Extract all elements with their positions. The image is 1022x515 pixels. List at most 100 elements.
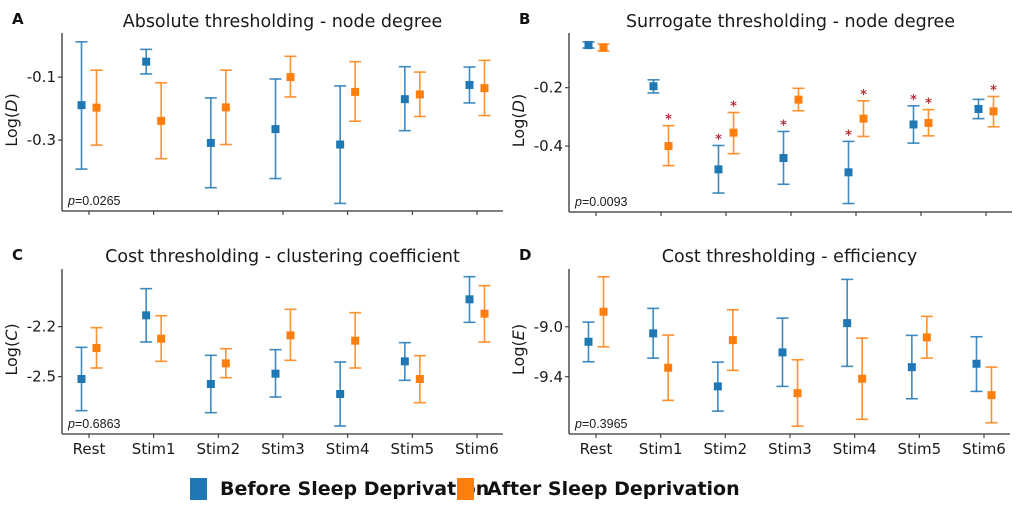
panel-a: A Absolute thresholding - node degree -0.1… [2,10,503,215]
y-tick-label: -0.2 [534,79,563,97]
p-value-annotation: p=0.0093 [574,195,628,209]
data-point [351,336,360,345]
data-point [465,80,474,89]
significance-marker: * [925,97,932,112]
data-point [206,138,215,147]
data-point [92,344,101,352]
x-tick-label: Stim2 [703,440,747,458]
significance-marker: * [860,88,867,103]
p-value-annotation: p=0.6863 [67,417,121,431]
data-point [844,168,853,177]
data-point [714,165,723,174]
panel-b: B Surrogate thresholding - node degree -0.… [509,10,1012,216]
data-point [142,311,151,320]
chart-title: Cost thresholding - efficiency [662,247,917,267]
panel-d: D Cost thresholding - efficiency -9.0 -9.4 L… [509,246,1010,458]
data-point [92,103,101,112]
legend-swatch-before [190,478,207,500]
series-before [75,275,476,427]
data-point [221,103,230,112]
data-point [286,331,295,340]
data-point [584,41,593,50]
y-tick-label: -2.2 [27,318,56,336]
chart-title: Absolute thresholding - node degree [123,12,443,32]
data-point [664,363,673,372]
y-tick-label: -0.1 [27,68,56,86]
data-point [729,128,738,137]
y-tick-label: -0.3 [27,131,56,149]
significance-marker: * [845,128,852,143]
x-tick-label: Rest [580,440,613,458]
series-after: * * * * * [597,43,1000,167]
data-point [77,375,86,383]
series-after [597,275,998,427]
data-point [336,140,345,149]
data-point [480,84,489,93]
x-tick-label: Stim6 [962,440,1006,458]
data-point [728,336,737,345]
series-before: * * * * [582,41,985,205]
x-tick-label: Rest [73,440,106,458]
data-point [206,380,215,388]
legend-swatch-after [457,478,474,500]
data-point [400,95,409,104]
data-point [972,359,981,368]
data-point [649,329,658,338]
x-tick-label: Stim5 [390,440,434,458]
data-point [858,374,867,383]
data-point [987,391,996,400]
data-point [351,87,360,96]
data-point [415,90,424,99]
series-before [75,41,476,205]
data-point [922,333,931,342]
x-tick-label: Stim1 [132,440,176,458]
chart-title: Cost thresholding - clustering coefficie… [105,247,460,267]
x-tick-label: Stim4 [833,440,877,458]
data-point [157,116,166,125]
x-tick-label: Stim3 [261,440,305,458]
panel-label: C [12,246,23,264]
data-point [271,125,280,134]
data-point [649,82,658,91]
data-point [599,307,608,316]
legend-item-after: After Sleep Deprivation [457,478,740,500]
data-point [843,319,852,328]
panel-label: B [519,10,530,28]
y-axis-label: Log(E) [509,324,528,375]
data-point [794,95,803,104]
x-tick-label: Stim2 [196,440,240,458]
legend: Before Sleep Deprivation After Sleep Dep… [0,470,1022,510]
series-before [582,278,983,412]
data-point [157,334,166,343]
data-point [415,375,424,383]
figure: A Absolute thresholding - node degree -0.1… [2,10,1012,458]
x-tick-label: Stim3 [768,440,812,458]
x-tick-label: Stim6 [455,440,499,458]
data-point [907,363,916,372]
data-point [778,348,787,357]
y-axis-label: Log(D) [2,93,21,146]
legend-label-after: After Sleep Deprivation [487,478,740,500]
data-point [779,154,788,163]
series-after [90,284,491,404]
data-point [584,337,593,346]
y-tick-label: -9.0 [534,318,563,336]
significance-marker: * [910,93,917,108]
data-point [465,295,474,304]
x-tick-label: Stim1 [639,440,683,458]
chart-title: Surrogate thresholding - node degree [626,12,955,32]
panel-label: A [12,10,24,28]
data-point [400,357,409,366]
data-point [974,105,983,114]
y-tick-label: -0.4 [534,137,563,155]
panel-label: D [519,246,531,264]
data-point [713,382,722,391]
data-point [599,43,608,52]
data-point [924,119,933,128]
x-tick-label: Stim5 [897,440,941,458]
data-point [909,120,918,129]
p-value-annotation: p=0.3965 [574,417,628,431]
data-point [286,73,295,82]
data-point [221,359,230,368]
y-tick-label: -9.4 [534,368,563,386]
